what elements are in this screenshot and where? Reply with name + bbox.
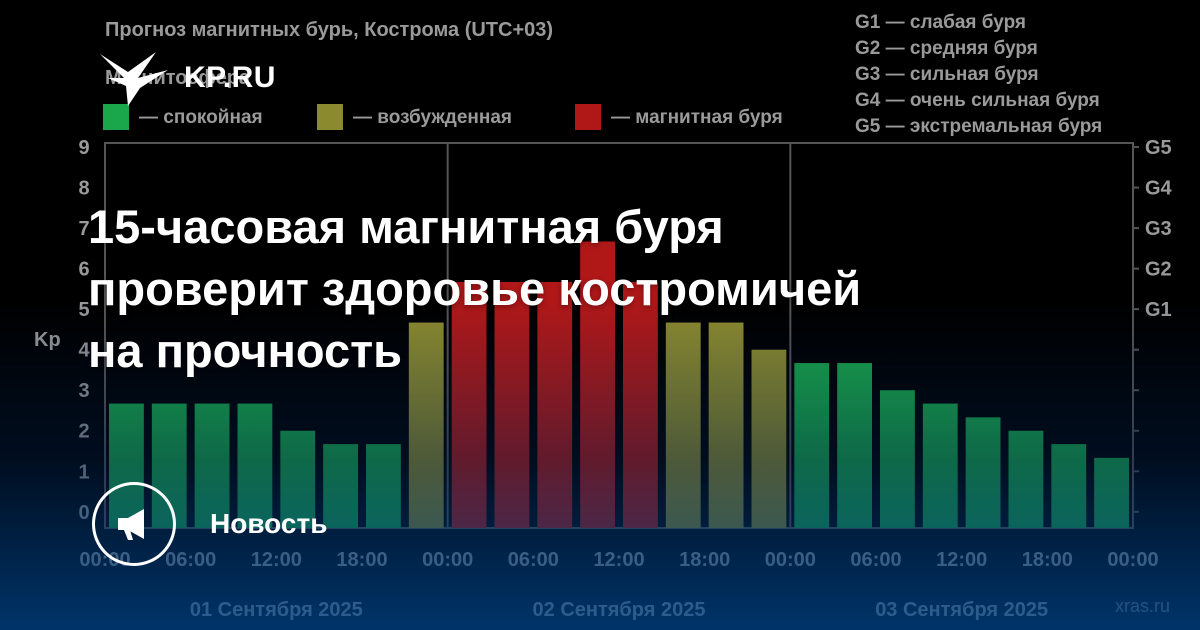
badge-circle [92, 482, 176, 566]
x-tick-label: 18:00 [1022, 549, 1073, 571]
kp-bar [965, 417, 1001, 528]
y-tick-label: 9 [78, 137, 89, 159]
x-tick-label: 18:00 [679, 549, 730, 571]
g-tick-label: G2 [1145, 259, 1172, 281]
kp-bar [922, 403, 958, 528]
headline-line: проверит здоровье костромичей [88, 262, 862, 315]
x-tick-label: 12:00 [593, 549, 644, 571]
storm-scale-item: G4 — очень сильная буря [855, 90, 1100, 111]
g-tick-label: G4 [1145, 178, 1173, 200]
day-label: 03 Сентября 2025 [875, 599, 1048, 621]
storm-scale-item: G2 — средняя буря [855, 38, 1038, 59]
g-tick-label: G1 [1145, 299, 1172, 321]
y-tick-label: 1 [78, 461, 89, 483]
day-label: 02 Сентября 2025 [533, 599, 706, 621]
chart-source: xras.ru [1115, 596, 1170, 616]
badge-label: Новость [210, 508, 328, 539]
swallow-icon [100, 52, 168, 106]
kp-bar [1094, 457, 1129, 528]
x-tick-label: 00:00 [1107, 549, 1158, 571]
headline[interactable]: 15-часовая магнитная буря проверит здоро… [88, 196, 1068, 382]
storm-scale-item: G1 — слабая буря [855, 12, 1026, 33]
kp-logo[interactable]: KP.RU [98, 48, 276, 108]
g-tick-label: G3 [1145, 218, 1172, 240]
kp-bar [366, 444, 401, 528]
legend-label: — магнитная буря [611, 107, 783, 128]
x-tick-label: 12:00 [936, 549, 987, 571]
legend-label: — возбужденная [353, 107, 512, 128]
g-tick-label: G5 [1145, 137, 1172, 159]
day-label: 01 Сентября 2025 [190, 599, 363, 621]
storm-scale-item: G5 — экстремальная буря [855, 116, 1102, 137]
kp-bar [794, 363, 830, 528]
kp-bar [837, 363, 872, 528]
x-tick-label: 00:00 [422, 549, 473, 571]
storm-scale-item: G3 — сильная буря [855, 64, 1039, 85]
kp-bar [1008, 430, 1044, 528]
news-badge[interactable]: Новость [92, 482, 327, 566]
headline-line: на прочность [88, 324, 403, 377]
x-tick-label: 00:00 [765, 549, 816, 571]
x-tick-label: 06:00 [850, 549, 901, 571]
y-tick-label: 0 [78, 502, 89, 524]
megaphone-icon [118, 509, 144, 540]
x-tick-label: 18:00 [336, 549, 387, 571]
y-axis-label: Kp [34, 329, 61, 351]
kp-bar [880, 390, 915, 528]
legend-swatch [317, 104, 343, 130]
chart-title: Прогноз магнитных бурь, Кострома (UTC+03… [105, 19, 553, 41]
y-tick-label: 2 [78, 421, 89, 443]
kp-bar [323, 444, 358, 528]
headline-line: 15-часовая магнитная буря [88, 200, 724, 253]
y-tick-label: 3 [78, 380, 89, 402]
kp-bar [1051, 444, 1087, 528]
legend-swatch [575, 104, 601, 130]
logo-text: KP.RU [184, 61, 276, 94]
x-tick-label: 06:00 [508, 549, 559, 571]
legend-label: — спокойная [139, 107, 263, 128]
storm-scale-legend: G1 — слабая буря G2 — средняя буря G3 — си… [855, 12, 1102, 137]
